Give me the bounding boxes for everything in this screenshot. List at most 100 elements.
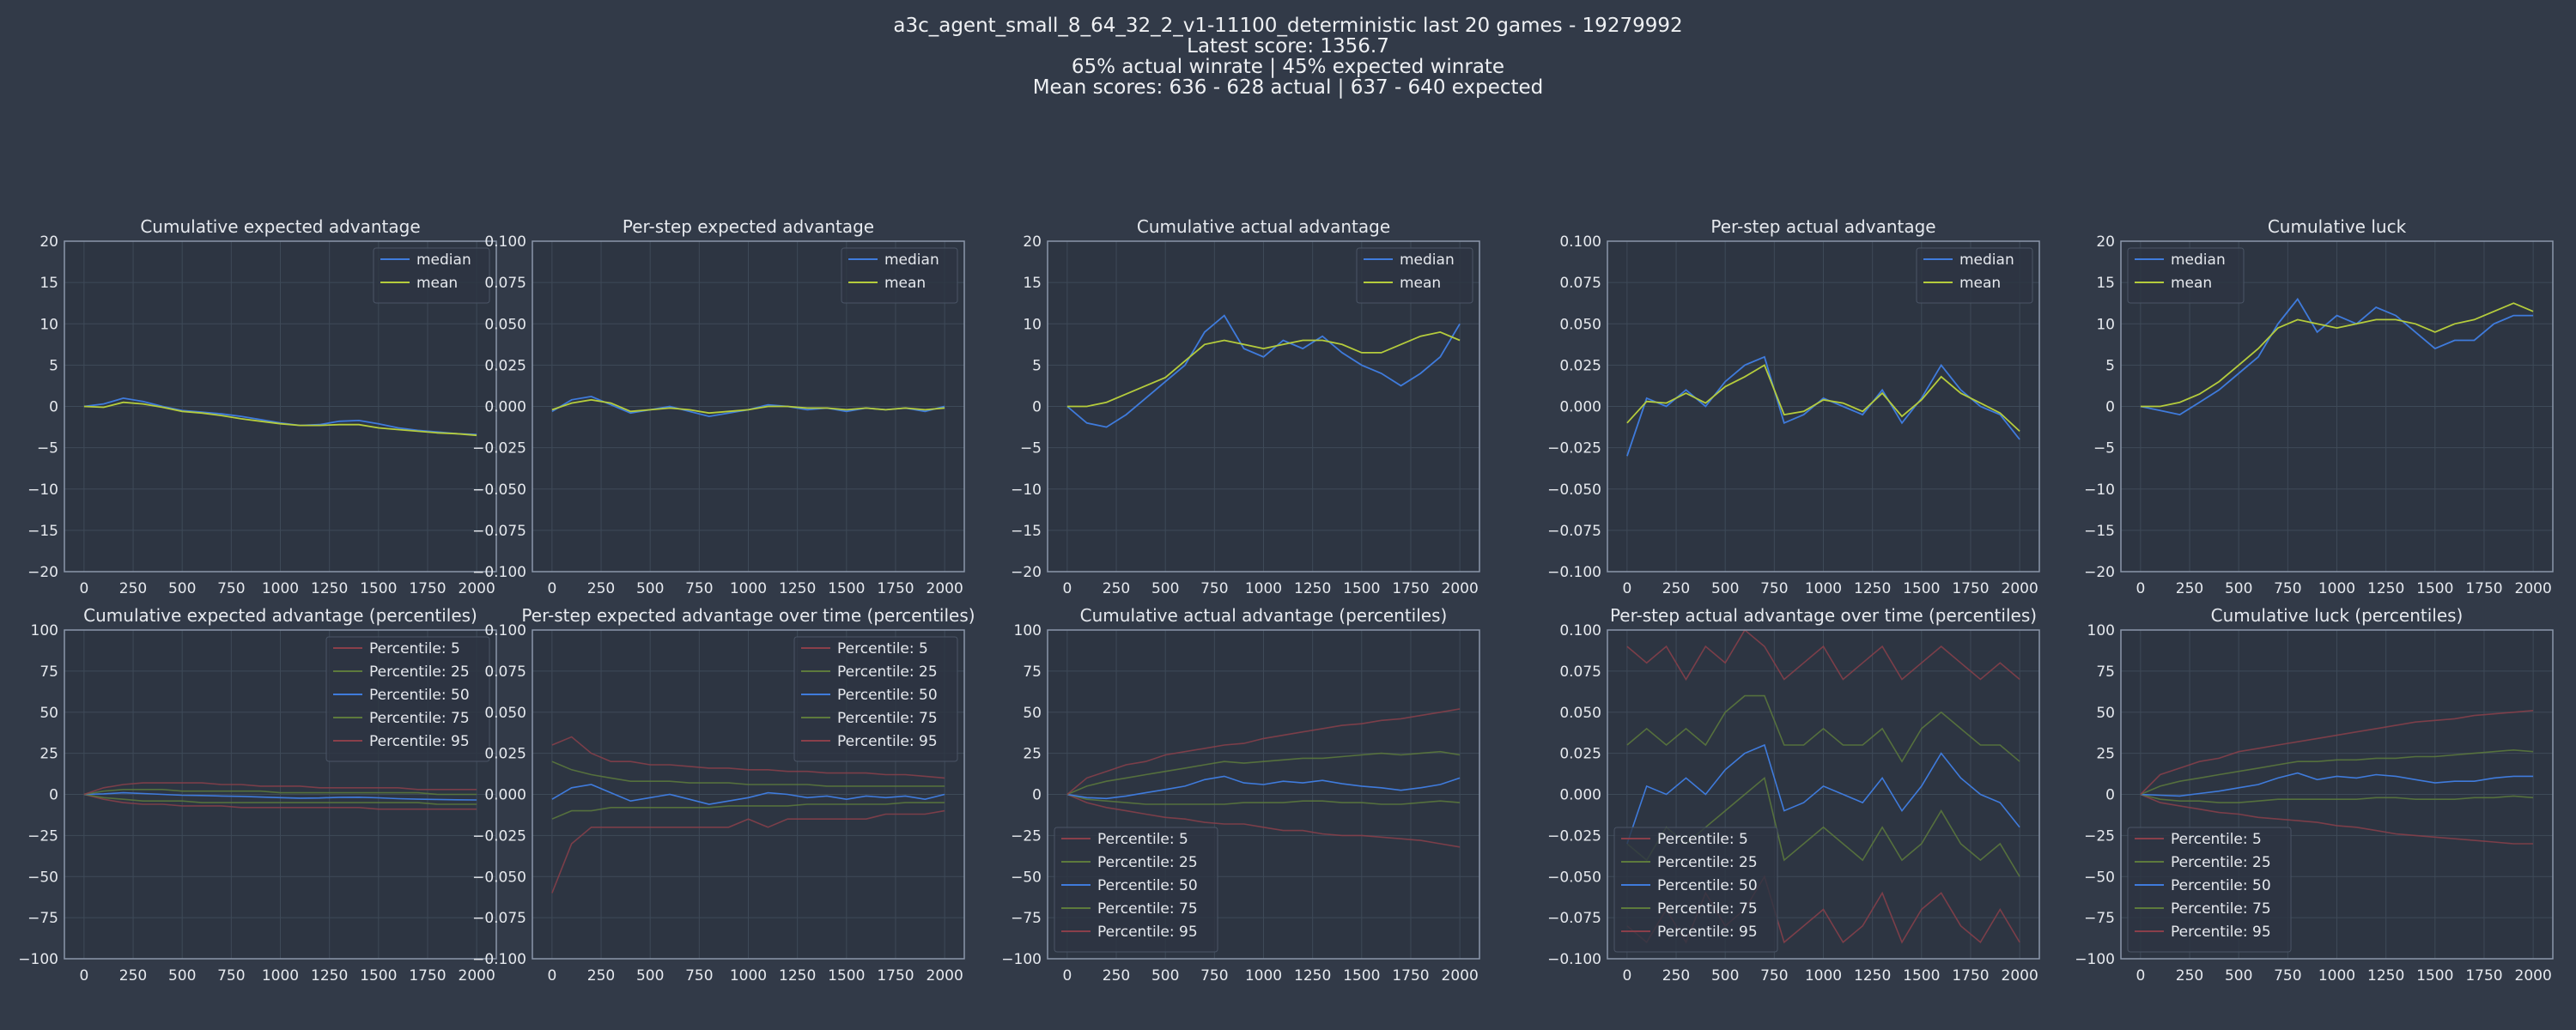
axes-frame	[64, 629, 497, 960]
y-tick-label: 0.050	[1559, 316, 1601, 333]
y-tick-label: 0.100	[484, 233, 526, 251]
x-tick-label: 0	[1062, 967, 1072, 985]
chart-panel: Per-step expected advantage over time (p…	[472, 605, 975, 985]
y-tick-label: −15	[27, 523, 58, 540]
x-tick-label: 750	[685, 967, 713, 985]
x-tick-label: 1500	[360, 580, 397, 597]
chart-panel: Per-step expected advantage 0.100 0.075 0.0…	[472, 216, 965, 597]
x-tick-label: 1250	[1294, 580, 1331, 597]
y-tick-label: −0.075	[1547, 523, 1601, 540]
legend-box	[2127, 827, 2292, 953]
x-tick-label: 500	[636, 580, 664, 597]
x-tick-label: 1250	[2367, 580, 2404, 597]
x-tick-label: 1000	[2318, 580, 2355, 597]
x-tick-label: 500	[1151, 580, 1179, 597]
x-tick-label: 500	[1151, 967, 1179, 985]
y-tick-label: 0.100	[1559, 622, 1601, 639]
legend-label: Percentile: 95	[2171, 924, 2271, 941]
y-tick-label: −100	[2075, 951, 2115, 968]
x-tick-label: 1250	[779, 580, 816, 597]
series-line	[551, 809, 945, 894]
x-tick-label: 250	[119, 967, 147, 985]
x-tick-label: 2000	[2002, 967, 2038, 985]
chart-title: Per-step expected advantage	[623, 216, 874, 237]
y-tick-label: 50	[39, 705, 58, 722]
x-tick-label: 2000	[2515, 967, 2552, 985]
y-tick-label: −5	[1020, 440, 1042, 457]
y-tick-label: 20	[1023, 233, 1042, 251]
x-tick-label: 500	[168, 967, 196, 985]
y-tick-label: −10	[1011, 482, 1042, 499]
y-tick-label: 0.100	[1559, 233, 1601, 251]
y-tick-label: 0.000	[1559, 787, 1601, 804]
x-tick-label: 1750	[1952, 967, 1989, 985]
y-tick-label: 75	[2096, 663, 2115, 681]
legend-label: median	[2171, 251, 2226, 269]
y-tick-label: −0.050	[1547, 482, 1601, 499]
series-line	[551, 398, 945, 415]
y-tick-label: −0.025	[472, 440, 526, 457]
x-tick-label: 1250	[779, 967, 816, 985]
chart-panel: Cumulative luck (percentiles)1007550250−…	[2075, 605, 2554, 985]
legend-label: Percentile: 95	[837, 733, 938, 750]
legend-label: Percentile: 5	[1097, 831, 1188, 848]
chart-title: Cumulative actual advantage (percentiles…	[1080, 605, 1448, 626]
x-tick-label: 1000	[1805, 967, 1842, 985]
legend: Percentile: 5 Percentile: 25 Percentile: 5…	[793, 636, 958, 762]
y-tick-label: −50	[27, 869, 58, 886]
y-tick-label: −100	[18, 951, 58, 968]
series-line	[83, 782, 477, 796]
x-tick-label: 1500	[1343, 967, 1380, 985]
legend-box	[1054, 827, 1218, 953]
series-line	[1626, 364, 2020, 433]
x-tick-label: 0	[79, 967, 88, 985]
axes-frame	[2120, 629, 2554, 960]
y-tick-label: 0.075	[484, 275, 526, 292]
y-tick-label: 0	[49, 787, 58, 804]
legend-label: Percentile: 50	[1657, 877, 1758, 894]
x-tick-label: 2000	[459, 580, 495, 597]
y-tick-label: 0.075	[1559, 663, 1601, 681]
x-tick-label: 0	[547, 967, 556, 985]
y-tick-label: −25	[1011, 827, 1042, 845]
legend-label: mean	[1959, 275, 2001, 292]
series-line	[1066, 330, 1461, 408]
figure-title: a3c_agent_small_8_64_32_2_v1-11100_deter…	[0, 15, 2576, 98]
y-tick-label: −20	[2084, 564, 2115, 581]
legend-box	[841, 247, 958, 304]
x-tick-label: 0	[547, 580, 556, 597]
x-tick-label: 750	[1760, 967, 1788, 985]
chart-title: Cumulative luck (percentiles)	[2211, 605, 2464, 626]
y-tick-label: −25	[2084, 827, 2115, 845]
x-tick-label: 1750	[2465, 967, 2502, 985]
legend-label: Percentile: 5	[369, 640, 460, 657]
legend-label: Percentile: 75	[1097, 900, 1198, 918]
x-tick-label: 1500	[1903, 967, 1940, 985]
y-tick-label: −0.075	[1547, 910, 1601, 927]
legend-label: median	[1959, 251, 2014, 269]
series-line	[83, 793, 477, 805]
series-line	[551, 760, 945, 787]
x-tick-label: 250	[1103, 580, 1130, 597]
y-tick-label: −20	[27, 564, 58, 581]
y-tick-label: 0.000	[484, 787, 526, 804]
y-tick-label: 0.050	[1559, 705, 1601, 722]
x-tick-label: 1500	[1903, 580, 1940, 597]
legend-label: Percentile: 50	[369, 687, 470, 704]
x-tick-label: 0	[2136, 580, 2145, 597]
legend-box	[2127, 247, 2245, 304]
y-tick-label: −50	[1011, 869, 1042, 886]
legend-label: Percentile: 95	[1097, 924, 1198, 941]
x-tick-label: 1750	[409, 580, 446, 597]
series-line	[551, 736, 945, 779]
x-tick-label: 1500	[1343, 580, 1380, 597]
x-tick-label: 1250	[311, 580, 348, 597]
x-tick-label: 2000	[927, 580, 963, 597]
y-tick-label: 10	[2096, 316, 2115, 333]
legend: median mean	[1916, 247, 2033, 304]
x-tick-label: 1000	[262, 967, 299, 985]
series-line	[2140, 748, 2534, 796]
y-tick-label: −0.100	[472, 951, 526, 968]
series-line	[1066, 708, 1461, 796]
y-tick-label: 0.100	[484, 622, 526, 639]
